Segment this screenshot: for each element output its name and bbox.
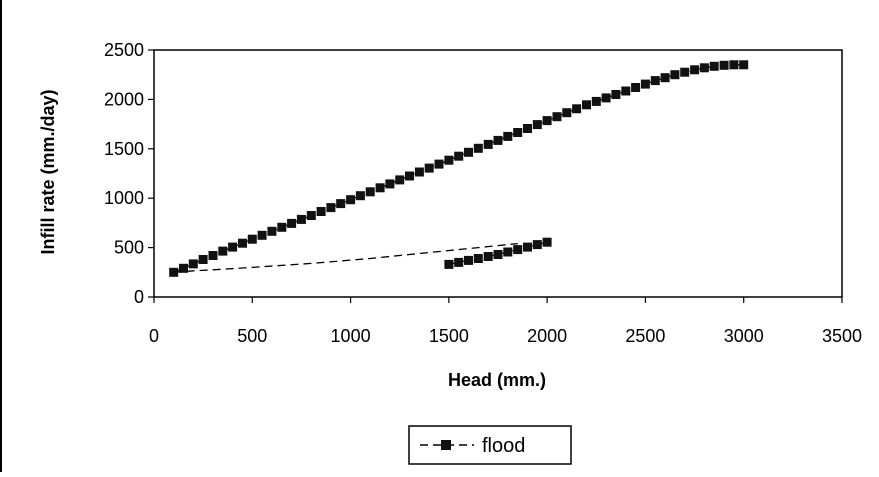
data-point	[405, 171, 414, 181]
data-point	[739, 60, 749, 70]
series-line-1	[173, 242, 518, 273]
data-point	[444, 259, 454, 269]
x-tick-label: 2000	[527, 326, 567, 346]
y-tick-label: 1500	[104, 139, 144, 159]
data-point	[267, 226, 277, 236]
x-tick-label: 1500	[429, 326, 469, 346]
data-point	[729, 60, 739, 70]
data-point	[179, 263, 188, 273]
data-point	[513, 128, 523, 137]
data-point	[434, 159, 444, 169]
data-point	[277, 222, 287, 232]
data-point	[631, 83, 641, 92]
data-point	[385, 179, 395, 189]
data-point	[296, 214, 306, 224]
y-tick-label: 0	[134, 287, 144, 307]
data-point	[326, 203, 336, 213]
data-point	[473, 143, 483, 153]
data-point	[601, 93, 611, 103]
data-point	[198, 255, 208, 264]
x-axis-title: Head (mm.)	[448, 370, 546, 390]
data-point	[316, 207, 326, 216]
data-point	[719, 60, 729, 70]
data-point	[444, 155, 454, 165]
plot-border	[153, 49, 843, 298]
data-point	[247, 234, 257, 244]
data-point	[454, 151, 464, 161]
data-point	[670, 70, 680, 80]
data-point	[395, 175, 405, 185]
plot-area: 0 500 1000 1500 2000 2500 0 500 1000 1500 2000 2500…	[104, 40, 862, 346]
data-point	[208, 251, 218, 260]
x-tick-label: 0	[149, 326, 159, 346]
data-point	[542, 237, 552, 247]
y-tick-label: 2000	[104, 89, 144, 109]
legend-marker	[441, 440, 451, 450]
data-point	[306, 211, 316, 220]
x-tick-label: 500	[237, 326, 267, 346]
y-axis-title-group: Infill rate (mm./day)	[38, 89, 58, 254]
data-point	[690, 65, 700, 75]
y-tick-label: 1000	[104, 188, 144, 208]
data-point	[188, 259, 198, 269]
data-point	[503, 247, 513, 257]
data-point	[709, 61, 719, 71]
data-point	[513, 245, 523, 255]
legend: flood	[408, 425, 572, 465]
data-point	[365, 187, 375, 197]
y-tick-label: 500	[114, 238, 144, 258]
data-point	[424, 163, 434, 173]
data-point	[228, 242, 238, 252]
data-point	[483, 252, 493, 261]
y-tick-label: 2500	[104, 40, 144, 60]
data-point	[336, 199, 346, 209]
data-point	[532, 240, 542, 250]
data-point	[355, 191, 365, 201]
data-point	[680, 67, 690, 77]
x-tick-label: 1000	[331, 326, 371, 346]
legend-label-flood: flood	[482, 435, 525, 457]
data-point	[218, 246, 228, 256]
data-point	[640, 79, 650, 89]
data-point	[621, 86, 631, 96]
x-tick-label: 3500	[822, 326, 862, 346]
y-axis-title: Infill rate (mm./day)	[38, 89, 58, 254]
data-point	[591, 96, 601, 106]
data-point	[660, 73, 670, 83]
data-point	[562, 108, 572, 118]
data-point	[611, 90, 621, 99]
data-point	[375, 183, 385, 193]
series-line-0	[173, 64, 744, 273]
data-point	[464, 147, 473, 157]
data-point	[552, 112, 562, 122]
data-point	[346, 195, 356, 205]
data-point	[493, 135, 503, 145]
data-point	[454, 257, 464, 267]
x-tick-label: 3000	[724, 326, 764, 346]
data-point	[464, 255, 473, 265]
data-point	[503, 131, 513, 141]
data-point	[572, 104, 582, 114]
data-point	[699, 63, 709, 73]
data-point	[582, 100, 591, 110]
data-point	[238, 238, 247, 248]
x-tick-label: 2500	[625, 326, 665, 346]
data-point	[257, 230, 267, 240]
data-point	[523, 124, 532, 133]
data-point	[532, 120, 542, 130]
data-point	[483, 139, 493, 149]
data-point	[287, 218, 297, 228]
data-point	[473, 254, 483, 263]
data-point	[414, 167, 424, 177]
data-point	[523, 242, 532, 252]
data-point	[650, 76, 660, 86]
data-point	[493, 250, 503, 259]
data-point	[542, 116, 552, 126]
